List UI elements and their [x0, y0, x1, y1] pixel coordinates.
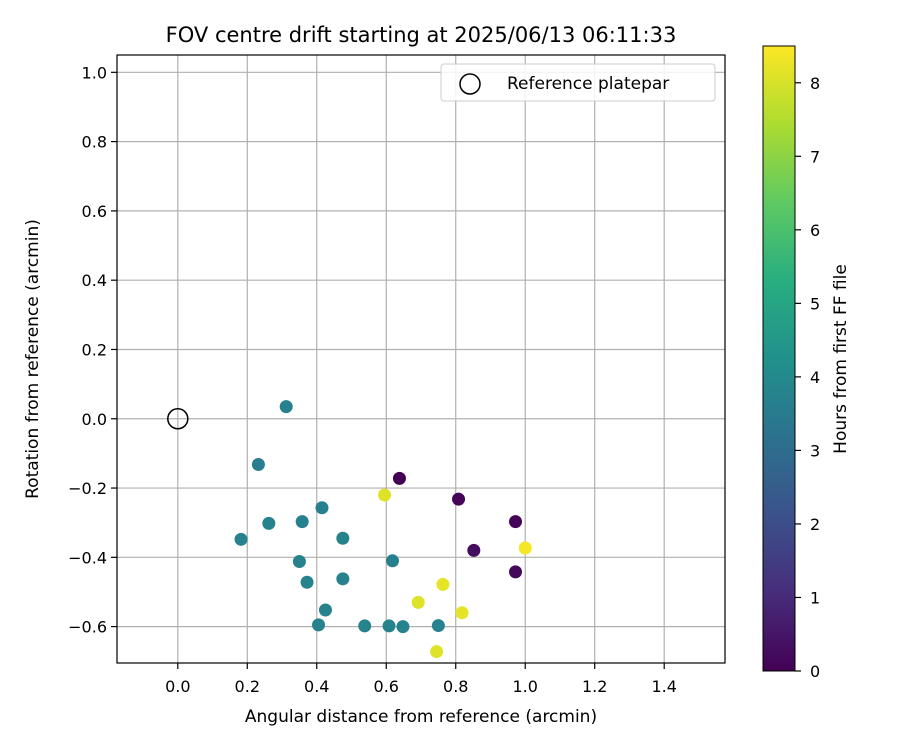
scatter-point: [452, 492, 466, 506]
scatter-point: [300, 575, 314, 589]
colorbar-tick-label: 0: [810, 662, 820, 681]
reference-marker-layer: [167, 408, 189, 430]
scatter-point: [518, 541, 532, 555]
x-tick-label: 0.2: [235, 677, 260, 696]
scatter-point: [312, 618, 326, 632]
colorbar: 0 1 2 3 4 5 6 7 8 Hours from first FF file: [762, 45, 851, 681]
colorbar-tick-label: 1: [810, 588, 820, 607]
scatter-points: [234, 400, 532, 659]
x-tick-label: 1.4: [651, 677, 676, 696]
scatter-point: [315, 501, 329, 515]
legend: Reference platepar: [440, 63, 716, 102]
x-axis-ticks: 0.0 0.2 0.4 0.6 0.8 1.0 1.2 1.4: [165, 663, 677, 696]
scatter-point: [251, 457, 265, 471]
colorbar-gradient: [762, 45, 796, 672]
y-tick-label: 0.8: [82, 133, 107, 152]
colorbar-tick-label: 4: [810, 368, 820, 387]
colorbar-tick-label: 6: [810, 221, 820, 240]
x-tick-label: 1.2: [582, 677, 607, 696]
scatter-point: [234, 532, 248, 546]
scatter-point: [455, 606, 469, 620]
scatter-point: [262, 516, 276, 530]
scatter-point: [509, 515, 523, 529]
y-tick-label: −0.6: [68, 618, 107, 637]
scatter-point: [292, 554, 306, 568]
scatter-point: [431, 619, 445, 633]
y-tick-label: 1.0: [82, 63, 107, 82]
y-axis-ticks: −0.6 −0.4 −0.2 0.0 0.2 0.4 0.6 0.8 1.0: [68, 63, 117, 637]
y-tick-label: 0.2: [82, 340, 107, 359]
chart-title: FOV centre drift starting at 2025/06/13 …: [166, 23, 677, 47]
scatter-point: [358, 619, 372, 633]
y-axis-label: Rotation from reference (arcmin): [23, 219, 43, 499]
scatter-point: [411, 595, 425, 609]
scatter-point: [467, 543, 481, 557]
scatter-point: [382, 619, 396, 633]
scatter-point: [336, 572, 350, 586]
y-tick-label: −0.2: [68, 479, 107, 498]
scatter-point: [509, 565, 523, 579]
colorbar-tick-label: 5: [810, 294, 820, 313]
scatter-point: [436, 577, 450, 591]
y-tick-label: 0.6: [82, 202, 107, 221]
x-tick-label: 1.0: [513, 677, 538, 696]
scatter-point: [336, 531, 350, 545]
y-tick-label: 0.0: [82, 410, 107, 429]
x-tick-label: 0.8: [443, 677, 468, 696]
scatter-point: [396, 620, 410, 634]
y-tick-label: −0.4: [68, 548, 107, 567]
legend-box: [440, 63, 716, 102]
scatter-point: [318, 603, 332, 617]
legend-label: Reference platepar: [507, 74, 669, 94]
colorbar-ticks: 0 1 2 3 4 5 6 7 8: [795, 74, 820, 681]
colorbar-label: Hours from first FF file: [831, 264, 851, 454]
colorbar-tick-label: 3: [810, 441, 820, 460]
scatter-point: [295, 515, 309, 529]
plot-frame: [116, 54, 726, 664]
scatter-point: [430, 645, 444, 659]
colorbar-tick-label: 7: [810, 147, 820, 166]
scatter-point: [392, 471, 406, 485]
legend-reference-marker-icon: [459, 73, 481, 95]
colorbar-tick-label: 8: [810, 74, 820, 93]
x-tick-label: 0.4: [304, 677, 329, 696]
x-tick-label: 0.6: [374, 677, 399, 696]
colorbar-tick-label: 2: [810, 515, 820, 534]
reference-platepar-marker: [167, 408, 189, 430]
y-tick-label: 0.4: [82, 271, 107, 290]
x-tick-label: 0.0: [165, 677, 190, 696]
scatter-point: [378, 488, 392, 502]
scatter-point: [279, 400, 293, 414]
grid: [117, 55, 725, 663]
x-axis-label: Angular distance from reference (arcmin): [245, 707, 597, 727]
scatter-point: [386, 554, 400, 568]
